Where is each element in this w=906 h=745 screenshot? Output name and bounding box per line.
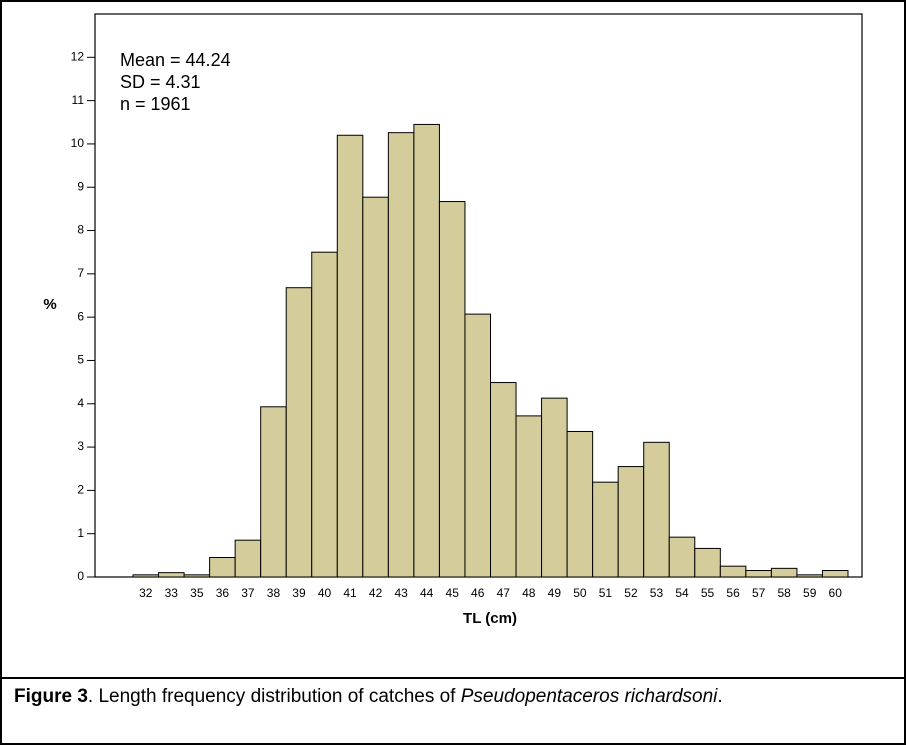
y-tick-label: 2 bbox=[77, 483, 84, 497]
x-tick-label: 54 bbox=[675, 586, 689, 600]
bar bbox=[541, 397, 568, 578]
x-tick-label: 37 bbox=[241, 586, 255, 600]
y-tick-label: 11 bbox=[72, 93, 85, 107]
x-tick-label: 48 bbox=[522, 586, 536, 600]
caption-end: . bbox=[717, 686, 723, 707]
y-tick-label: 5 bbox=[77, 353, 84, 367]
x-tick-label: 58 bbox=[777, 586, 791, 600]
bar bbox=[438, 201, 466, 578]
bar bbox=[821, 570, 849, 578]
bar bbox=[464, 313, 492, 578]
y-tick-label: 9 bbox=[77, 179, 84, 193]
bar bbox=[311, 251, 338, 578]
y-tick-label: 1 bbox=[77, 526, 84, 540]
bar bbox=[362, 196, 389, 578]
caption: Figure 3. Length frequency distribution … bbox=[14, 684, 874, 709]
bar bbox=[515, 415, 543, 578]
bar bbox=[387, 132, 415, 578]
bar bbox=[285, 287, 313, 578]
bar bbox=[694, 547, 721, 578]
x-tick-label: 44 bbox=[420, 586, 434, 600]
x-tick-label: 46 bbox=[471, 586, 485, 600]
x-tick-label: 35 bbox=[190, 586, 204, 600]
x-tick-label: 38 bbox=[267, 586, 281, 600]
caption-label: Figure 3 bbox=[14, 686, 88, 707]
bar bbox=[490, 382, 517, 578]
x-tick-label: 41 bbox=[343, 586, 357, 600]
bar bbox=[158, 572, 185, 578]
x-tick-label: 42 bbox=[369, 586, 383, 600]
y-tick-label: 7 bbox=[77, 266, 84, 280]
bar bbox=[336, 134, 364, 578]
x-tick-label: 49 bbox=[548, 586, 562, 600]
bar bbox=[796, 574, 823, 578]
y-tick-label: 8 bbox=[77, 223, 84, 237]
x-tick-label: 36 bbox=[216, 586, 230, 600]
bar bbox=[668, 536, 696, 578]
bar bbox=[592, 481, 619, 578]
x-tick-label: 45 bbox=[446, 586, 460, 600]
bar bbox=[132, 574, 160, 578]
bar bbox=[770, 567, 798, 578]
annotation: SD = 4.31 bbox=[120, 72, 201, 92]
bar bbox=[234, 539, 262, 578]
y-axis-label: % bbox=[43, 296, 56, 313]
x-tick-label: 47 bbox=[497, 586, 511, 600]
x-tick-label: 55 bbox=[701, 586, 715, 600]
bar bbox=[617, 466, 645, 578]
x-tick-label: 43 bbox=[394, 586, 408, 600]
x-tick-label: 52 bbox=[624, 586, 638, 600]
bar bbox=[413, 123, 440, 578]
y-tick-label: 10 bbox=[71, 136, 85, 150]
bar bbox=[643, 441, 670, 578]
bar bbox=[745, 570, 772, 578]
annotation: Mean = 44.24 bbox=[120, 50, 231, 70]
x-tick-label: 53 bbox=[650, 586, 664, 600]
bar bbox=[183, 574, 211, 578]
bar bbox=[209, 557, 236, 578]
x-tick-label: 40 bbox=[318, 586, 332, 600]
x-tick-label: 51 bbox=[599, 586, 613, 600]
y-tick-label: 0 bbox=[77, 569, 84, 583]
caption-species: Pseudopentaceros richardsoni bbox=[460, 686, 718, 707]
x-tick-label: 32 bbox=[139, 586, 153, 600]
x-tick-label: 60 bbox=[829, 586, 843, 600]
y-tick-label: 4 bbox=[77, 396, 84, 410]
y-tick-label: 12 bbox=[71, 49, 85, 63]
y-tick-label: 3 bbox=[77, 439, 84, 453]
bar bbox=[260, 406, 287, 578]
x-tick-label: 50 bbox=[573, 586, 587, 600]
x-tick-label: 33 bbox=[165, 586, 179, 600]
y-tick-label: 6 bbox=[77, 309, 84, 323]
annotation: n = 1961 bbox=[120, 94, 191, 114]
x-tick-label: 59 bbox=[803, 586, 817, 600]
x-tick-label: 57 bbox=[752, 586, 766, 600]
bar bbox=[566, 430, 594, 578]
x-axis-label: TL (cm) bbox=[463, 610, 517, 627]
bar bbox=[719, 565, 747, 578]
x-tick-label: 39 bbox=[292, 586, 306, 600]
caption-text: . Length frequency distribution of catch… bbox=[87, 686, 461, 707]
x-tick-label: 56 bbox=[726, 586, 740, 600]
